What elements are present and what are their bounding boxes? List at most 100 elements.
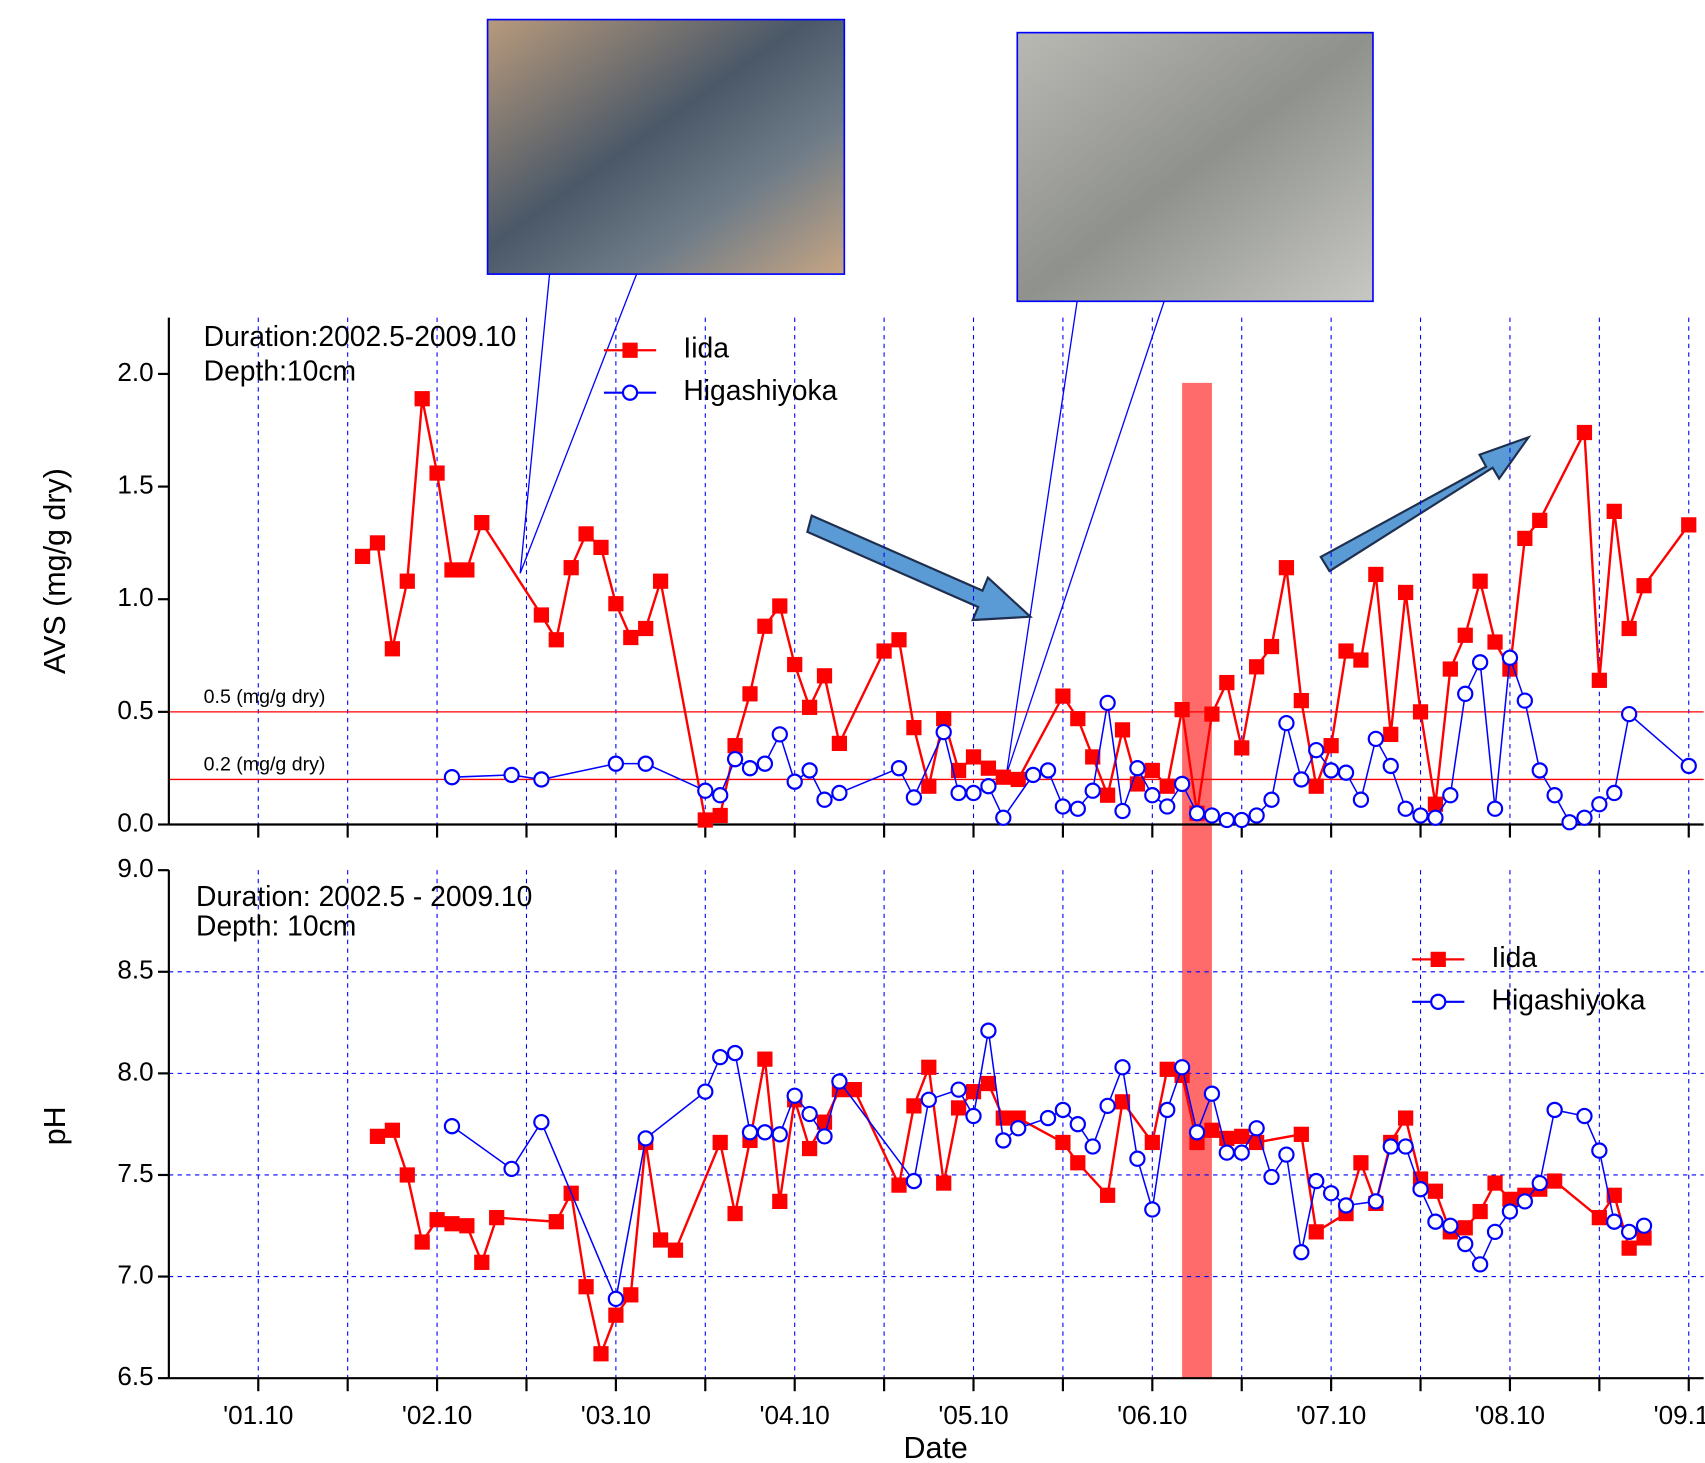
marker [1443,1219,1457,1233]
marker [817,1129,831,1143]
marker [1533,1176,1547,1190]
marker [1487,634,1502,649]
y-tick-label: 8.5 [117,955,153,985]
marker [1338,643,1353,658]
marker [1547,1173,1562,1188]
marker [1443,661,1458,676]
page: {"chart_data": [ {"type": "line", "annot… [0,0,1705,1463]
series-line [452,658,1689,822]
marker [1473,574,1488,589]
marker [445,1119,459,1133]
marker [1234,740,1249,755]
marker [876,643,891,658]
x-tick-label: '04.10 [760,1400,830,1430]
marker [653,1232,668,1247]
marker [713,1050,727,1064]
marker [1011,1121,1025,1135]
x-axis-label: Date [904,1431,968,1463]
marker [564,560,579,575]
marker [668,1243,683,1258]
marker [1279,560,1294,575]
marker [1532,513,1547,528]
marker [1637,1219,1651,1233]
marker [1339,766,1353,780]
marker [742,686,757,701]
marker [1264,639,1279,654]
marker [1071,1117,1085,1131]
y-tick-label: 6.5 [117,1361,153,1391]
marker [1548,1103,1562,1117]
marker [1622,1241,1637,1256]
marker [1264,1170,1278,1184]
marker [803,1107,817,1121]
marker [1070,711,1085,726]
marker [952,786,966,800]
marker [788,775,802,789]
marker [1279,1148,1293,1162]
annotation: Duration:2002.5-2009.10 [204,320,517,352]
marker [891,632,906,647]
marker [1220,1146,1234,1160]
marker [638,621,653,636]
marker [1607,786,1621,800]
x-tick-label: '06.10 [1117,1400,1187,1430]
marker [1011,772,1026,787]
y-tick-label: 2.0 [117,357,153,387]
marker [713,808,728,823]
marker [415,1234,430,1249]
marker [429,1212,444,1227]
marker [1473,1257,1487,1271]
marker [1458,628,1473,643]
marker [1413,808,1427,822]
marker [1607,1215,1621,1229]
x-tick-label: '03.10 [581,1400,651,1430]
annotation: Depth:10cm [204,355,356,387]
marker [1339,1198,1353,1212]
marker [1190,806,1204,820]
marker [1145,1202,1159,1216]
marker [534,1115,548,1129]
marker [1607,504,1622,519]
marker [1055,1135,1070,1150]
marker [1279,716,1293,730]
marker [1533,763,1547,777]
series-line [377,1059,1644,1354]
y-tick-label: 8.0 [117,1056,153,1086]
marker [1220,813,1234,827]
reference-label: 0.2 (mg/g dry) [204,753,326,775]
photo-mud [488,20,845,275]
marker [922,1093,936,1107]
marker [1562,815,1576,829]
marker [1115,804,1129,818]
marker [459,562,474,577]
marker [1488,1225,1502,1239]
marker [385,641,400,656]
marker [727,1206,742,1221]
marker [1413,1182,1427,1196]
marker [623,386,637,400]
marker [1145,1135,1160,1150]
marker [1443,788,1457,802]
marker [906,720,921,735]
marker [608,596,623,611]
marker [817,793,831,807]
marker [1219,675,1234,690]
marker [474,515,489,530]
x-tick-label: '07.10 [1296,1400,1366,1430]
marker [1234,1129,1249,1144]
marker [936,711,951,726]
marker [1056,1103,1070,1117]
marker [832,1074,846,1088]
marker [1160,799,1174,813]
marker [474,1255,489,1270]
legend-label: Iida [1492,941,1538,973]
reference-label: 0.5 (mg/g dry) [204,686,326,708]
marker [1592,673,1607,688]
marker [445,770,459,784]
marker [832,736,847,751]
marker [1503,651,1517,665]
marker [1250,1121,1264,1135]
marker [1294,772,1308,786]
y-tick-label: 1.5 [117,469,153,499]
marker [1205,1087,1219,1101]
